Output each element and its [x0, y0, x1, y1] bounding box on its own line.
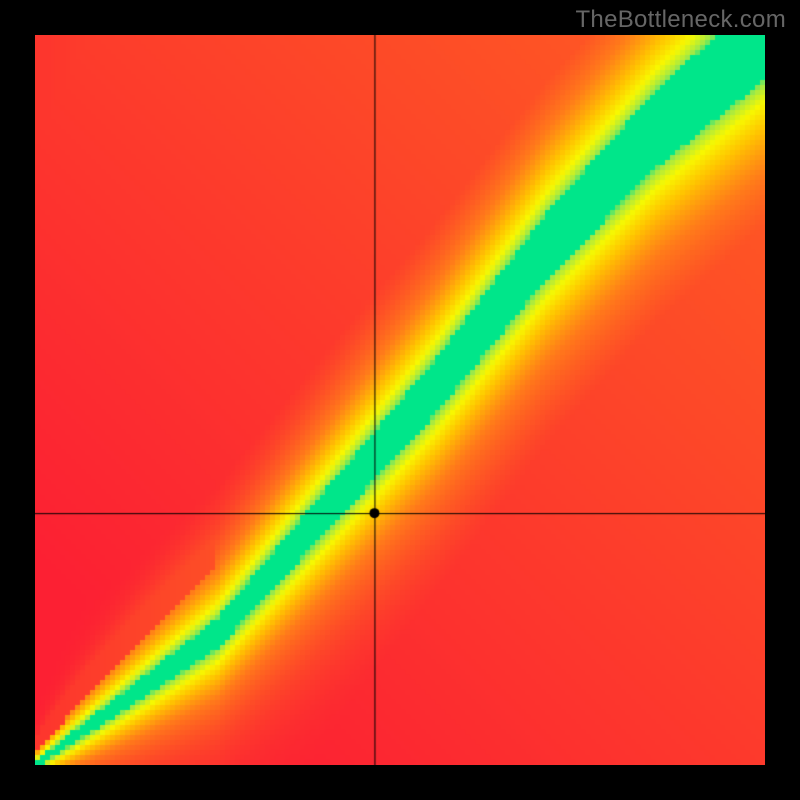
heatmap-canvas — [35, 35, 765, 765]
chart-container: TheBottleneck.com — [0, 0, 800, 800]
watermark-text: TheBottleneck.com — [575, 6, 786, 34]
plot-frame — [35, 35, 765, 765]
